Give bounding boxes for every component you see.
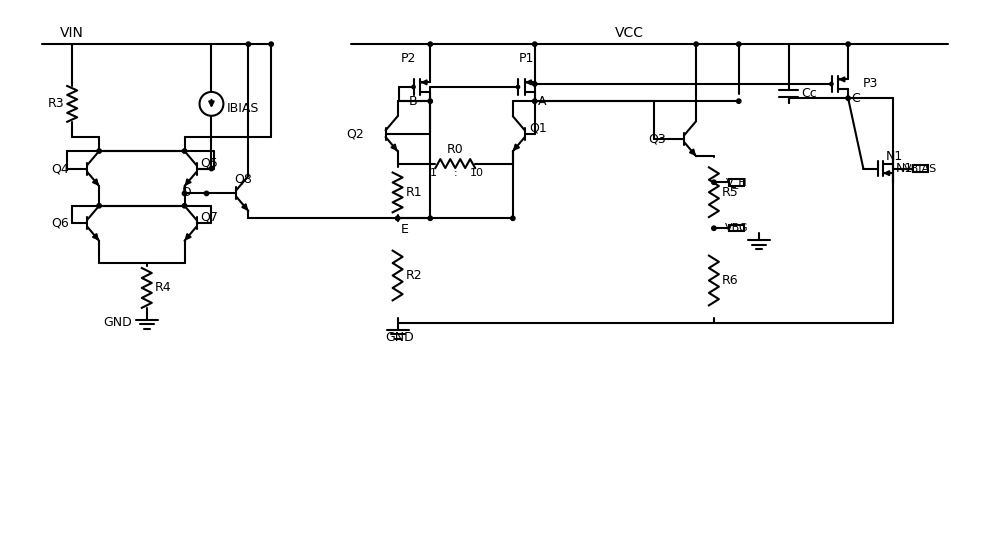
- Circle shape: [182, 191, 187, 196]
- Text: P2: P2: [401, 52, 416, 65]
- Text: IBIAS: IBIAS: [226, 102, 259, 115]
- Text: R1: R1: [406, 186, 422, 199]
- Circle shape: [846, 42, 850, 47]
- Circle shape: [428, 42, 432, 47]
- Text: B: B: [409, 95, 417, 107]
- Circle shape: [694, 42, 698, 47]
- Text: D: D: [182, 186, 192, 199]
- Text: VBIAS: VBIAS: [904, 163, 937, 174]
- Text: Q6: Q6: [51, 217, 69, 230]
- Bar: [913, 165, 928, 172]
- Circle shape: [428, 216, 432, 220]
- Text: A: A: [538, 95, 546, 107]
- Text: V_H: V_H: [725, 177, 747, 188]
- Text: Q8: Q8: [234, 173, 252, 186]
- Circle shape: [182, 203, 187, 208]
- Text: VBG: VBG: [724, 223, 748, 233]
- Text: GND: GND: [103, 316, 132, 329]
- Text: Q4: Q4: [51, 162, 69, 175]
- Text: GND: GND: [385, 330, 414, 344]
- Text: R0: R0: [447, 142, 464, 156]
- Text: N1: N1: [896, 162, 913, 175]
- Text: Q5: Q5: [201, 156, 218, 169]
- Text: E: E: [401, 223, 408, 236]
- Text: Q2: Q2: [346, 127, 364, 140]
- Bar: [729, 225, 744, 231]
- Text: Cc: Cc: [801, 87, 817, 100]
- Text: C: C: [851, 92, 860, 105]
- Text: R5: R5: [722, 186, 739, 199]
- Text: VCC: VCC: [615, 26, 644, 40]
- Text: R6: R6: [722, 274, 738, 287]
- Circle shape: [97, 203, 101, 208]
- Text: Q1: Q1: [529, 121, 547, 134]
- Circle shape: [712, 180, 716, 185]
- Text: Q7: Q7: [201, 211, 218, 224]
- Text: N1: N1: [886, 150, 903, 163]
- Bar: [729, 179, 744, 186]
- Circle shape: [204, 191, 209, 196]
- Circle shape: [428, 99, 432, 104]
- Circle shape: [533, 99, 537, 104]
- Circle shape: [182, 149, 187, 153]
- Text: R2: R2: [406, 269, 422, 282]
- Text: P1: P1: [519, 52, 535, 65]
- Text: 10: 10: [470, 168, 484, 178]
- Circle shape: [269, 42, 273, 47]
- Circle shape: [846, 96, 850, 100]
- Circle shape: [712, 226, 716, 230]
- Text: Q3: Q3: [648, 132, 666, 145]
- Circle shape: [511, 216, 515, 220]
- Text: VIN: VIN: [60, 26, 84, 40]
- Circle shape: [737, 99, 741, 104]
- Text: R3: R3: [48, 98, 64, 110]
- Text: P3: P3: [863, 77, 879, 90]
- Text: :: :: [453, 168, 457, 178]
- Circle shape: [533, 82, 537, 86]
- Circle shape: [737, 42, 741, 47]
- Text: 1: 1: [430, 168, 437, 178]
- Circle shape: [246, 42, 251, 47]
- Circle shape: [97, 149, 101, 153]
- Circle shape: [209, 167, 214, 171]
- Text: R4: R4: [155, 282, 171, 294]
- Circle shape: [395, 216, 400, 220]
- Circle shape: [533, 42, 537, 47]
